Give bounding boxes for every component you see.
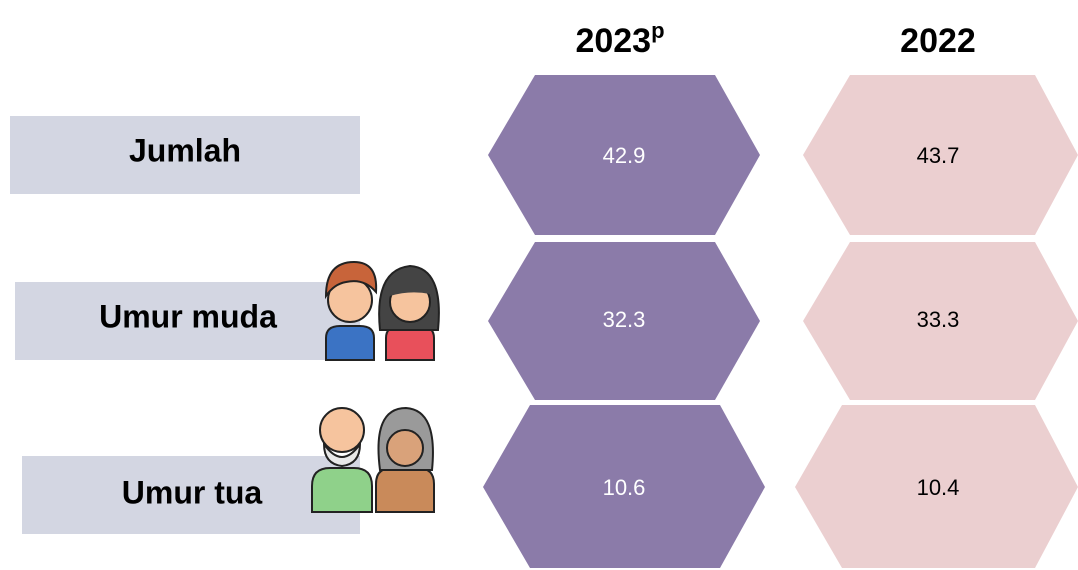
year-mark: p xyxy=(651,18,664,43)
value: 10.6 xyxy=(603,475,646,500)
year: 2023 xyxy=(575,22,651,60)
row-label: Umur muda xyxy=(99,298,277,334)
value: 10.4 xyxy=(917,475,960,500)
young-icon xyxy=(326,262,439,360)
row-label: Jumlah xyxy=(129,132,241,168)
value: 32.3 xyxy=(603,307,646,332)
value: 43.7 xyxy=(917,143,960,168)
column-header: 2022 xyxy=(900,22,976,60)
column-header: 2023p xyxy=(575,18,664,60)
value-cells xyxy=(483,75,1078,568)
row-label: Umur tua xyxy=(122,474,263,510)
old-icon xyxy=(312,408,434,512)
value: 42.9 xyxy=(603,143,646,168)
infographic: 2023p 2022 Jumlah Umur muda Umur tua 42.… xyxy=(0,0,1078,570)
value: 33.3 xyxy=(917,307,960,332)
